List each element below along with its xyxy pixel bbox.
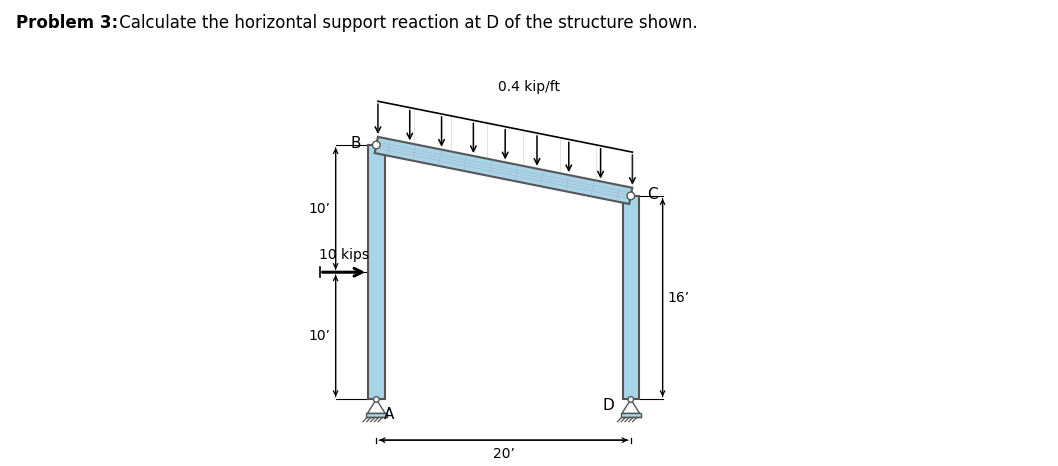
Circle shape: [628, 397, 634, 402]
Text: C: C: [647, 187, 658, 202]
Polygon shape: [621, 413, 641, 417]
Polygon shape: [622, 196, 639, 399]
Text: 10 kips: 10 kips: [318, 248, 369, 262]
Polygon shape: [622, 399, 640, 413]
Text: Problem 3:: Problem 3:: [16, 14, 118, 32]
Polygon shape: [366, 413, 386, 417]
Text: 10’: 10’: [309, 202, 330, 216]
Text: B: B: [350, 136, 361, 151]
Text: 0.4 kip/ft: 0.4 kip/ft: [498, 80, 560, 94]
Polygon shape: [368, 145, 385, 399]
Polygon shape: [367, 399, 385, 413]
Text: A: A: [384, 407, 395, 422]
Circle shape: [372, 141, 380, 149]
Polygon shape: [375, 137, 633, 204]
Text: 16’: 16’: [668, 291, 690, 305]
Text: 10’: 10’: [309, 329, 330, 343]
Circle shape: [373, 397, 379, 402]
Text: Calculate the horizontal support reaction at D of the structure shown.: Calculate the horizontal support reactio…: [114, 14, 698, 32]
Text: 20’: 20’: [493, 446, 514, 460]
Text: D: D: [602, 398, 615, 413]
Circle shape: [627, 192, 635, 200]
